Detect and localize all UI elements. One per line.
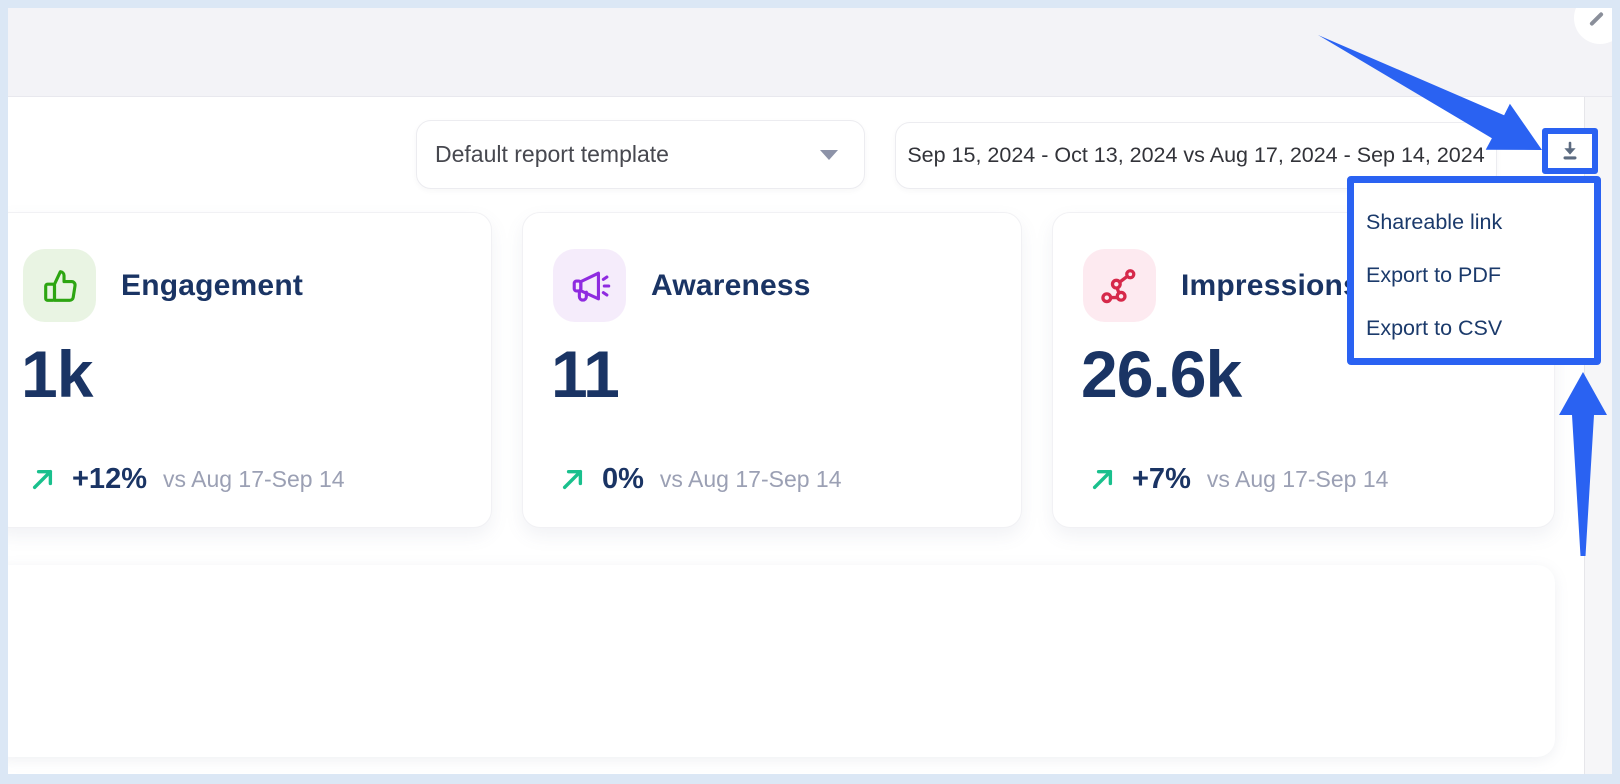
trend-change: +7% bbox=[1132, 463, 1191, 495]
share-nodes-icon bbox=[1083, 249, 1156, 322]
export-menu: Shareable link Export to PDF Export to C… bbox=[1347, 176, 1601, 365]
menu-item-export-pdf[interactable]: Export to PDF bbox=[1366, 263, 1502, 287]
metric-card-engagement: Engagement 1k +12% vs Aug 17-Sep 14 bbox=[8, 212, 492, 528]
content-panel bbox=[8, 565, 1555, 757]
thumbs-up-icon bbox=[23, 249, 96, 322]
trend-up-icon bbox=[1092, 469, 1113, 490]
trend-change: 0% bbox=[602, 463, 644, 495]
trend-compare: vs Aug 17-Sep 14 bbox=[162, 466, 345, 492]
card-title: Impressions bbox=[1181, 268, 1360, 302]
card-value: 26.6k bbox=[1081, 337, 1242, 411]
card-title: Engagement bbox=[121, 268, 304, 302]
chevron-down-icon bbox=[820, 149, 838, 160]
report-template-value: Default report template bbox=[435, 141, 669, 167]
trend-up-icon bbox=[562, 469, 583, 490]
report-template-select[interactable]: Default report template bbox=[416, 120, 865, 189]
trend-compare: vs Aug 17-Sep 14 bbox=[1206, 466, 1389, 492]
top-header-band bbox=[8, 8, 1612, 97]
menu-item-shareable-link[interactable]: Shareable link bbox=[1366, 210, 1503, 234]
download-icon bbox=[1557, 138, 1583, 164]
card-value: 1k bbox=[21, 337, 93, 411]
trend-compare: vs Aug 17-Sep 14 bbox=[659, 466, 842, 492]
trend-up-icon bbox=[32, 469, 53, 490]
card-value: 11 bbox=[551, 337, 620, 411]
menu-item-export-csv[interactable]: Export to CSV bbox=[1366, 316, 1503, 340]
download-button[interactable] bbox=[1548, 132, 1592, 170]
report-dashboard: Default report template Sep 15, 2024 - O… bbox=[8, 8, 1612, 774]
metric-card-awareness: Awareness 11 0% vs Aug 17-Sep 14 bbox=[522, 212, 1022, 528]
trend-change: +12% bbox=[72, 463, 147, 495]
card-title: Awareness bbox=[651, 268, 811, 302]
megaphone-icon bbox=[553, 249, 626, 322]
date-range-value: Sep 15, 2024 - Oct 13, 2024 vs Aug 17, 2… bbox=[907, 143, 1485, 167]
